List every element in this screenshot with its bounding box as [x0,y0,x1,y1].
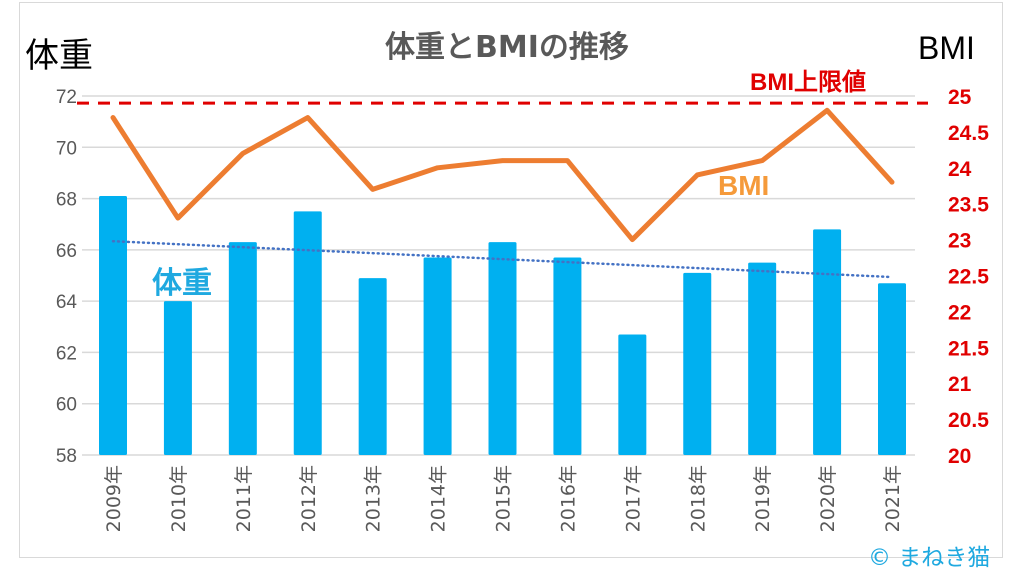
x-tick-label: 2014年 [428,465,450,532]
weight-trendline [111,239,894,279]
right-axis-label: BMI [918,30,975,66]
x-tick-label: 2011年 [233,465,255,532]
left-tick-label: 58 [56,446,77,467]
x-tick-label: 2017年 [622,465,644,532]
right-tick-label: 20 [948,445,971,468]
left-tick-label: 62 [56,343,77,364]
x-tick-label: 2010年 [168,465,190,532]
bar-2018年 [683,272,712,455]
left-axis-label: 体重 [25,36,93,76]
x-tick-label: 2013年 [363,465,385,532]
left-tick-label: 64 [56,292,78,313]
x-tick-label: 2019年 [752,465,774,532]
copyright: © まねき猫 [868,545,991,571]
bar-2014年 [423,257,452,455]
bar-2021年 [878,283,906,455]
left-tick-label: 60 [56,395,77,416]
x-tick-label: 2012年 [298,465,320,532]
x-tick-label: 2016年 [557,465,579,532]
right-tick-label: 21.5 [948,337,989,360]
bar-2013年 [358,278,387,455]
weight-series-label: 体重 [152,266,212,301]
right-tick-label: 20.5 [948,409,989,432]
left-tick-label: 66 [56,241,77,262]
x-tick-label: 2020年 [817,465,839,532]
bmi-limit-label: BMI上限値 [750,69,866,96]
x-tick-label: 2018年 [687,465,709,532]
right-tick-label: 21 [948,373,972,396]
right-tick-label: 22.5 [948,266,989,289]
left-tick-label: 70 [56,138,77,159]
bar-2016年 [553,257,582,455]
bmi-series-label: BMI [718,170,770,201]
bmi-line [110,107,895,243]
right-tick-label: 25 [948,86,972,109]
bar-2009年 [99,196,127,455]
right-tick-label: 24 [948,158,972,181]
left-tick-label: 72 [56,87,77,108]
bar-2017年 [618,334,647,455]
right-tick-label: 22 [948,301,971,324]
right-tick-label: 23 [948,230,971,253]
chart-title: 体重とBMIの推移 [385,30,629,65]
bar-2015年 [488,242,517,455]
bar-2020年 [813,229,842,455]
bar-2010年 [163,301,192,455]
right-tick-label: 23.5 [948,194,989,217]
bar-2012年 [293,211,322,455]
x-tick-label: 2009年 [103,465,125,532]
x-tick-label: 2015年 [493,465,515,532]
bar-2019年 [748,262,777,455]
x-tick-label: 2021年 [882,465,904,532]
bar-2011年 [228,242,257,455]
left-tick-label: 68 [56,190,77,211]
chart-frame [19,2,1003,558]
right-tick-label: 24.5 [948,122,989,145]
